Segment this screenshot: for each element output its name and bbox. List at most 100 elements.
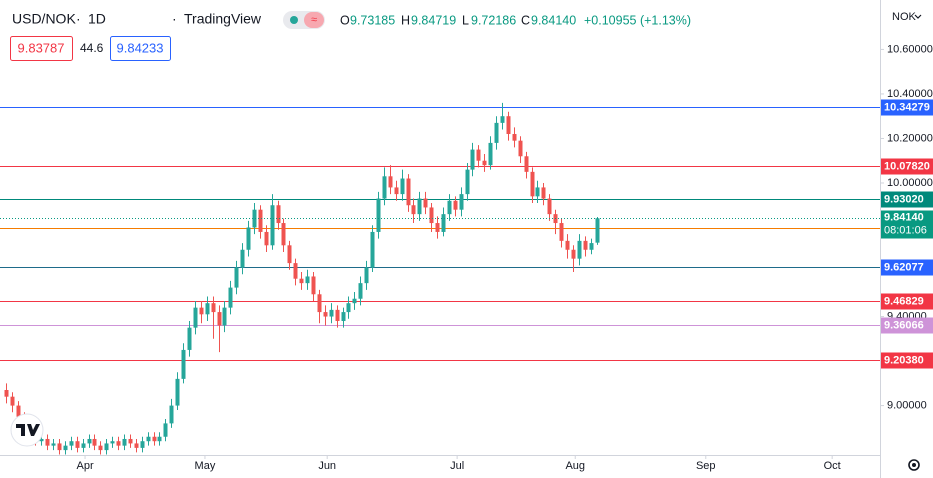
candle-body (476, 149, 481, 161)
candle-body (234, 267, 239, 288)
candle-body (411, 205, 416, 215)
brand: TradingView (184, 11, 262, 27)
y-tick-label: 9.00000 (887, 399, 927, 411)
level-tag-label: 9.62077 (884, 261, 924, 273)
candle-body (69, 441, 74, 446)
candle-body (246, 227, 251, 250)
symbol: USD/NOK (12, 11, 76, 27)
candle-body (512, 134, 517, 141)
candle-body (157, 436, 162, 442)
candle-body (311, 276, 316, 295)
level-tag (881, 259, 933, 276)
candle-body (293, 263, 298, 279)
candle-body (258, 209, 263, 232)
x-tick-label: Sep (696, 460, 716, 472)
tradingview-logo[interactable] (10, 413, 44, 447)
x-tick-label: Apr (76, 460, 93, 472)
candle-body (429, 207, 434, 224)
level-tag (881, 293, 933, 310)
candle-body (122, 438, 127, 446)
candle-body (488, 142, 493, 166)
x-tick-label: Oct (824, 460, 841, 472)
candle-body (287, 245, 292, 264)
candle-body (57, 443, 62, 451)
candle-body (335, 309, 340, 321)
level-tag-label: 9.36066 (884, 319, 924, 331)
candle-body (435, 223, 440, 232)
candle-body (193, 307, 198, 328)
currency-menu[interactable]: NOK (892, 11, 922, 23)
candle-body (16, 405, 21, 417)
currency: NOK (892, 11, 917, 23)
separator: · (76, 11, 81, 27)
plot-area (0, 102, 880, 455)
candle-body (211, 303, 216, 313)
candle-body (128, 438, 133, 444)
candle-body (252, 209, 257, 228)
candle-body (352, 298, 357, 304)
candle-body (329, 309, 334, 317)
candle-body (459, 194, 464, 210)
candle-body (417, 198, 422, 215)
candle-body (116, 441, 121, 446)
candle-body (565, 240, 570, 250)
candle-body (45, 438, 50, 446)
candle-body (323, 312, 328, 317)
candle-body (169, 405, 174, 424)
candle-body (447, 200, 452, 215)
visibility-toggle[interactable]: ≈ (283, 11, 325, 29)
candle-body (441, 214, 446, 232)
ohlc-letter: C (521, 13, 530, 27)
candle-body (104, 443, 109, 451)
candle-body (547, 198, 552, 215)
ohlc-value: 9.84719 (411, 13, 456, 27)
candle-body (482, 160, 487, 166)
candle-body (39, 438, 44, 442)
candle-body (400, 178, 405, 195)
ohlc-letter: L (462, 13, 469, 27)
candle-body (222, 307, 227, 326)
header: USD/NOK · 1D · TradingView (12, 11, 262, 27)
ohlc-letter: H (401, 13, 410, 27)
candle-body (75, 441, 80, 448)
level-tag-label: 10.34279 (884, 101, 930, 113)
candle-body (530, 171, 535, 197)
candle-body (364, 267, 369, 284)
candle-body (470, 149, 475, 170)
y-tick-label: 10.60000 (887, 43, 933, 55)
change: +0.10955 (+1.13%) (584, 13, 691, 27)
candle-body (358, 283, 363, 299)
ask-box[interactable]: 9.84233 (110, 36, 171, 61)
candle-body (589, 243, 594, 250)
candle-body (240, 249, 245, 268)
candle-body (276, 205, 281, 224)
countdown: 08:01:06 (884, 224, 927, 236)
candle-body (559, 223, 564, 241)
candle-body (595, 218, 600, 243)
settings-gear[interactable] (908, 459, 920, 471)
candle-body (110, 441, 115, 444)
bid-box[interactable]: 9.83787 (10, 36, 73, 61)
candle-body (317, 294, 322, 313)
candle-body (181, 349, 186, 379)
candle-body (494, 122, 499, 143)
candle-body (370, 231, 375, 268)
last-price-tag (881, 210, 933, 239)
candle-body (146, 436, 151, 442)
axes: 10.6000010.4000010.2000010.000009.400009… (76, 43, 933, 472)
candle-body (92, 438, 97, 446)
candle-body (583, 240, 588, 250)
candle-body (228, 287, 233, 308)
candle-body (87, 438, 92, 444)
last-price-label: 9.84140 (884, 211, 924, 223)
candle-body (163, 423, 168, 437)
candle-body (305, 276, 310, 284)
candle-body (4, 390, 9, 397)
level-tag (881, 99, 933, 116)
candle-body (134, 443, 139, 448)
level-tag (881, 317, 933, 334)
y-tick-label: 10.40000 (887, 88, 933, 100)
candle-body (270, 205, 275, 246)
